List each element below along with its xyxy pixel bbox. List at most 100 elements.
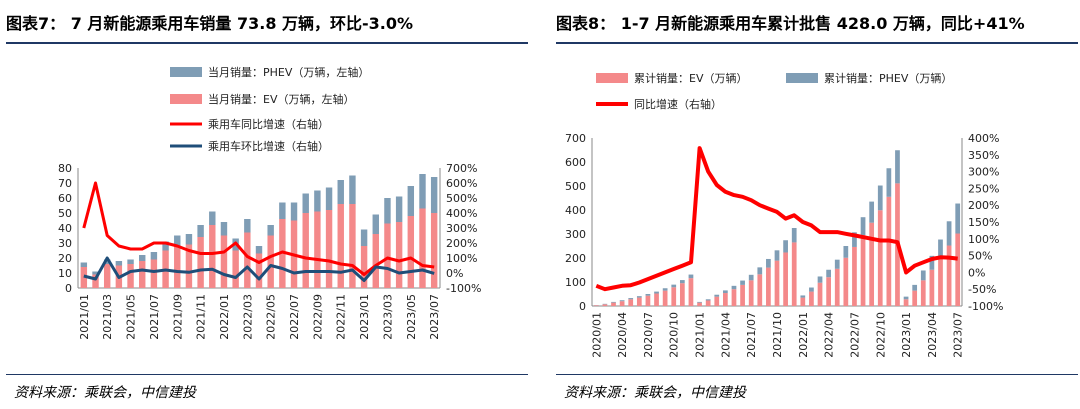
right-right-tick-label: 250% xyxy=(968,182,999,195)
right-left-tick-label: 200 xyxy=(565,252,586,265)
left-left-tick-label: 30 xyxy=(58,237,72,250)
right-bar-phev xyxy=(671,284,677,288)
right-bar-ev xyxy=(929,269,935,306)
left-bar-ev xyxy=(127,264,134,288)
right-bar-ev xyxy=(636,297,642,306)
right-line-yoy xyxy=(595,146,958,292)
right-bar-ev xyxy=(869,222,875,306)
right-bar-ev xyxy=(654,293,659,306)
left-bar-ev xyxy=(407,216,415,288)
left-bar-ev xyxy=(384,223,391,288)
right-bar-phev xyxy=(688,274,694,279)
right-bar-phev xyxy=(628,298,634,300)
left-bar-phev xyxy=(302,193,309,213)
left-bar-ev xyxy=(232,250,239,288)
right-bar-ev xyxy=(920,280,926,306)
right-bar-ev xyxy=(903,299,909,306)
right-bar-ev xyxy=(860,234,866,306)
left-bar-phev xyxy=(290,202,298,221)
right-bar-phev xyxy=(731,285,737,290)
right-bar-phev xyxy=(654,291,659,294)
right-bar-ev xyxy=(628,299,634,306)
left-bar-phev xyxy=(279,202,286,219)
left-bar-phev xyxy=(162,241,169,251)
left-bar-ev xyxy=(349,204,356,288)
right-bar-ev xyxy=(619,301,625,306)
right-bar-phev xyxy=(938,239,943,259)
left-bar-ev xyxy=(244,232,251,288)
right-legend-swatch-phev xyxy=(786,73,818,83)
left-bar-ev xyxy=(430,213,438,288)
right-right-tick-label: 400% xyxy=(968,132,999,145)
right-bar-ev xyxy=(662,290,668,306)
right-chart-panel: 图表8： 1-7 月新能源乘用车累计批售 428.0 万辆，同比+41% 0 10… xyxy=(550,0,1080,409)
left-bar-ev xyxy=(174,246,181,288)
right-x-tick-label: 2020/07 xyxy=(642,312,655,358)
right-bar-phev xyxy=(852,232,857,247)
left-bar-phev xyxy=(267,225,274,236)
left-x-tick-label: 2023/07 xyxy=(428,294,441,340)
left-bar-phev xyxy=(430,177,438,213)
left-x-tick-label: 2023/03 xyxy=(381,294,394,340)
left-bar-phev xyxy=(244,219,251,233)
left-legend-label-yoy: 乘用车同比增速（右轴） xyxy=(208,117,329,131)
left-right-tick-label: 400% xyxy=(446,207,477,220)
right-bar-phev xyxy=(946,221,952,246)
left-bar-phev xyxy=(325,187,333,210)
right-bar-phev xyxy=(809,287,814,292)
right-bar-ev xyxy=(791,242,797,306)
right-bar-phev xyxy=(697,301,702,303)
left-right-tick-label: 600% xyxy=(446,177,477,190)
right-bar-phev xyxy=(619,300,625,302)
right-bar-ev xyxy=(602,304,608,306)
left-bar-ev xyxy=(197,237,204,288)
right-bar-ev xyxy=(593,305,599,306)
left-bar-ev xyxy=(209,225,216,288)
right-bar-phev xyxy=(791,228,797,243)
left-bar-phev xyxy=(419,174,426,209)
left-bar-ev xyxy=(314,211,321,288)
right-right-tick-label: 300% xyxy=(968,166,999,179)
left-x-tick-label: 2022/01 xyxy=(218,294,231,340)
right-bar-phev xyxy=(748,274,754,281)
right-bar-ev xyxy=(723,293,728,306)
right-bar-ev xyxy=(697,302,702,306)
right-bar-ev xyxy=(645,295,651,306)
right-bar-phev xyxy=(860,217,866,235)
right-chart-title: 图表8： 1-7 月新能源乘用车累计批售 428.0 万辆，同比+41% xyxy=(556,14,1025,33)
left-bar-ev xyxy=(337,204,344,288)
left-bar-phev xyxy=(209,211,216,225)
right-chart-source: 资料来源：乘联会，中信建投 xyxy=(564,385,746,401)
right-bar-phev xyxy=(869,201,875,223)
left-right-tick-label: 0% xyxy=(446,267,463,280)
left-legend-label-mom: 乘用车环比增速（右轴） xyxy=(208,139,329,153)
right-bar-phev xyxy=(912,284,918,291)
right-bar-ev xyxy=(611,302,616,306)
right-bar-ev xyxy=(955,233,961,306)
right-bar-ev xyxy=(688,278,694,306)
left-bar-ev xyxy=(255,253,263,288)
left-bar-phev xyxy=(115,261,123,266)
right-bar-ev xyxy=(886,196,892,306)
left-bar-phev xyxy=(150,252,158,260)
right-x-tick-label: 2021/04 xyxy=(719,312,732,358)
right-x-tick-label: 2020/01 xyxy=(590,312,603,358)
right-bar-ev xyxy=(774,260,780,306)
right-x-tick-label: 2022/07 xyxy=(848,312,861,358)
right-bar-ev xyxy=(705,300,711,306)
left-x-tick-label: 2021/07 xyxy=(148,294,161,340)
left-bar-ev xyxy=(220,235,228,288)
right-bar-phev xyxy=(929,255,935,270)
left-bar-ev xyxy=(92,274,99,288)
right-bar-phev xyxy=(679,280,685,284)
right-bar-phev xyxy=(662,288,668,291)
left-bar-phev xyxy=(395,196,403,222)
right-bar-phev xyxy=(757,267,763,275)
right-left-tick-label: 600 xyxy=(565,156,586,169)
left-right-tick-label: -100% xyxy=(446,282,481,295)
right-x-tick-label: 2021/01 xyxy=(694,312,707,358)
right-bar-ev xyxy=(679,283,685,306)
right-title-rule xyxy=(556,42,1078,44)
right-x-tick-label: 2022/10 xyxy=(874,312,887,358)
right-x-tick-label: 2020/04 xyxy=(616,312,629,358)
